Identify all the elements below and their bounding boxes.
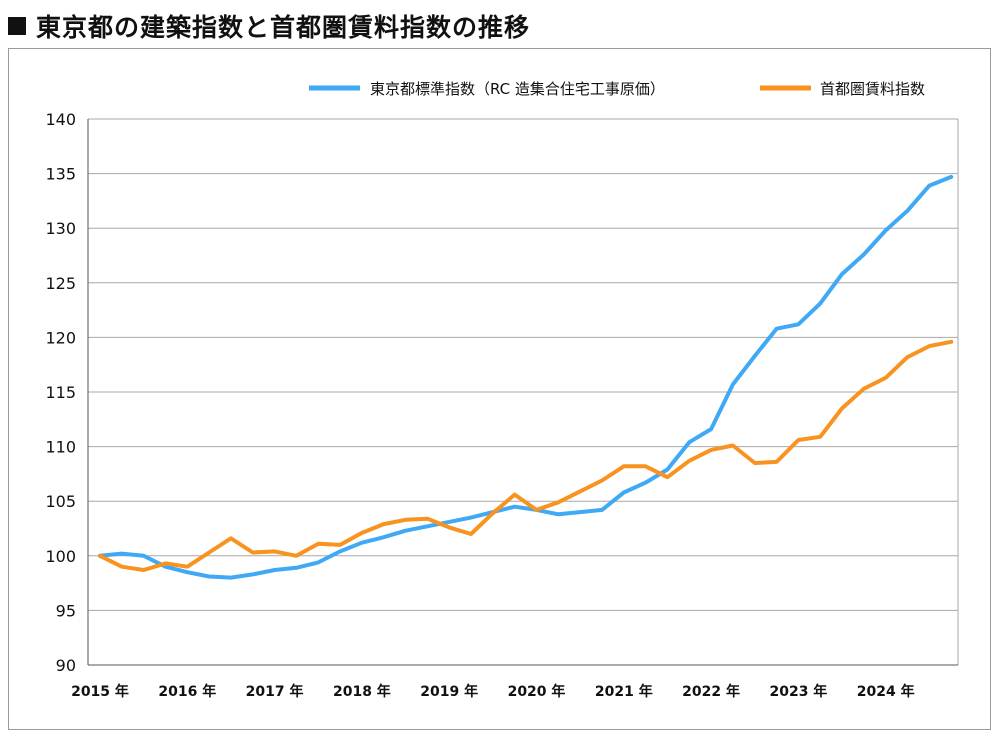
x-tick-label: 2023 年 bbox=[769, 683, 827, 700]
chart-title: 東京都の建築指数と首都圏賃料指数の推移 bbox=[36, 13, 531, 42]
series-line-tokyo-construction-index bbox=[98, 174, 954, 580]
y-tick-label: 115 bbox=[45, 383, 76, 402]
x-tick-label: 2018 年 bbox=[333, 683, 391, 700]
chart-frame bbox=[8, 48, 991, 730]
y-tick-label: 110 bbox=[45, 438, 76, 457]
legend-label: 東京都標準指数（RC 造集合住宅工事原価） bbox=[370, 80, 665, 98]
y-tick-label: 130 bbox=[45, 219, 76, 238]
y-tick-label: 100 bbox=[45, 547, 76, 566]
y-tick-label: 95 bbox=[56, 601, 76, 620]
legend-label: 首都圏賃料指数 bbox=[820, 80, 925, 98]
y-tick-label: 135 bbox=[45, 165, 76, 184]
y-tick-label: 90 bbox=[56, 656, 76, 675]
x-tick-label: 2020 年 bbox=[508, 683, 566, 700]
chart-title-block: 東京都の建築指数と首都圏賃料指数の推移 bbox=[8, 8, 530, 44]
x-tick-label: 2017 年 bbox=[246, 683, 304, 700]
x-tick-label: 2022 年 bbox=[682, 683, 740, 700]
x-tick-label: 2024 年 bbox=[857, 683, 915, 700]
x-tick-label: 2016 年 bbox=[158, 683, 216, 700]
y-tick-label: 125 bbox=[45, 274, 76, 293]
x-tick-label: 2019 年 bbox=[420, 683, 478, 700]
series-line-capital-rent-index bbox=[98, 339, 954, 572]
x-tick-label: 2021 年 bbox=[595, 683, 653, 700]
y-tick-label: 140 bbox=[45, 110, 76, 129]
y-tick-label: 120 bbox=[45, 328, 76, 347]
y-tick-label: 105 bbox=[45, 492, 76, 511]
title-square-icon bbox=[8, 17, 26, 35]
x-tick-label: 2015 年 bbox=[71, 683, 129, 700]
